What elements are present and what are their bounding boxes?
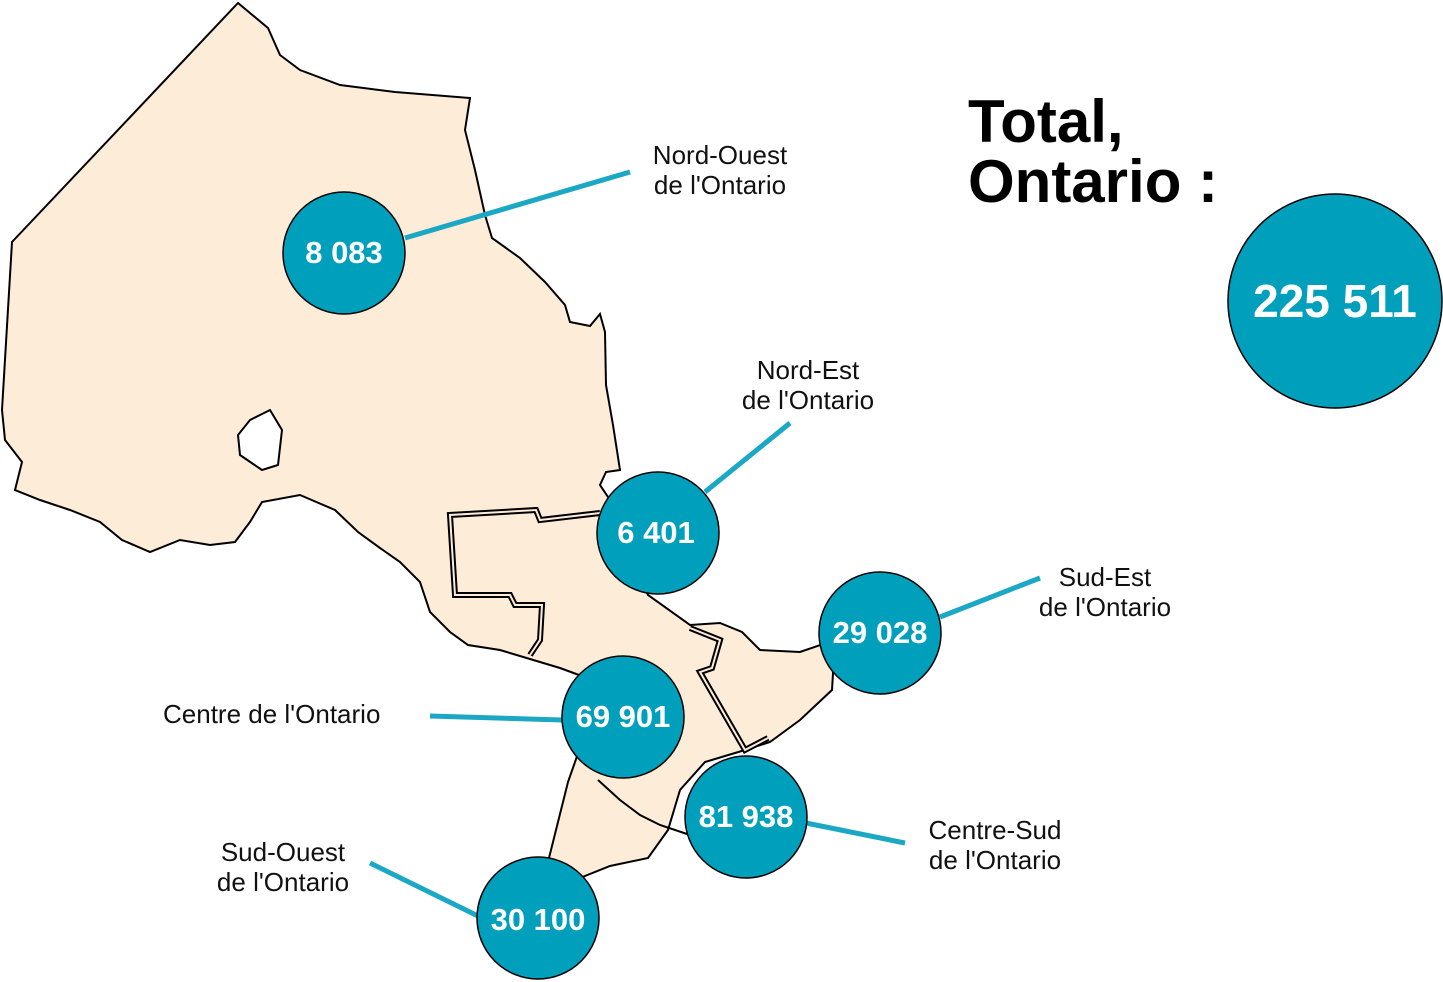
leader-line-nord-ouest [404, 169, 631, 241]
label-line1: Centre-Sud [928, 815, 1062, 845]
bubble-sud-ouest [476, 856, 600, 980]
bubble-nord-ouest [282, 191, 406, 315]
bubble-nord-est [596, 471, 720, 595]
label-sud-est: Sud-Est de l'Ontario [1025, 562, 1185, 622]
label-line1: Centre de l'Ontario [163, 699, 381, 729]
region-border-south [597, 779, 691, 836]
value-sud-ouest: 30 100 [490, 902, 586, 937]
label-line2: de l'Ontario [741, 385, 875, 415]
bubble-total [1227, 193, 1443, 409]
label-line1: Sud-Est [1058, 562, 1152, 592]
value-centre-sud: 81 938 [698, 799, 794, 834]
value-sud-est: 29 028 [832, 615, 928, 650]
leader-line-sud-est [939, 575, 1041, 620]
total-title: Total, Ontario : [968, 88, 1218, 215]
leader-lines [368, 169, 1041, 919]
lake-nipigon [236, 408, 284, 472]
region-border-north-inner [448, 508, 601, 656]
leader-line-sud-ouest [368, 860, 480, 919]
label-line1: Nord-Ouest [652, 140, 788, 170]
label-line2: de l'Ontario [1038, 592, 1172, 622]
bubble-centre [561, 655, 685, 779]
label-line1: Nord-Est [756, 355, 860, 385]
label-sud-ouest: Sud-Ouest de l'Ontario [203, 837, 363, 897]
label-centre-sud: Centre-Sud de l'Ontario [915, 815, 1075, 875]
label-line2: de l'Ontario [216, 867, 350, 897]
value-centre: 69 901 [575, 699, 671, 734]
leader-line-centre [429, 713, 563, 723]
region-border-east-inner [689, 627, 769, 752]
leader-line-nord-est [703, 421, 792, 494]
label-line2: de l'Ontario [653, 170, 787, 200]
total-value: 225 511 [1253, 275, 1417, 327]
bubble-sud-est [818, 571, 942, 695]
leader-line-centre-sud [805, 820, 906, 846]
bubble-centre-sud [684, 755, 808, 879]
label-nord-ouest: Nord-Ouest de l'Ontario [640, 140, 800, 200]
label-line2: de l'Ontario [928, 845, 1062, 875]
label-nord-est: Nord-Est de l'Ontario [728, 355, 888, 415]
label-centre: Centre de l'Ontario [163, 699, 380, 729]
label-line1: Sud-Ouest [220, 837, 346, 867]
value-nord-est: 6 401 [617, 515, 695, 550]
value-nord-ouest: 8 083 [305, 235, 383, 270]
